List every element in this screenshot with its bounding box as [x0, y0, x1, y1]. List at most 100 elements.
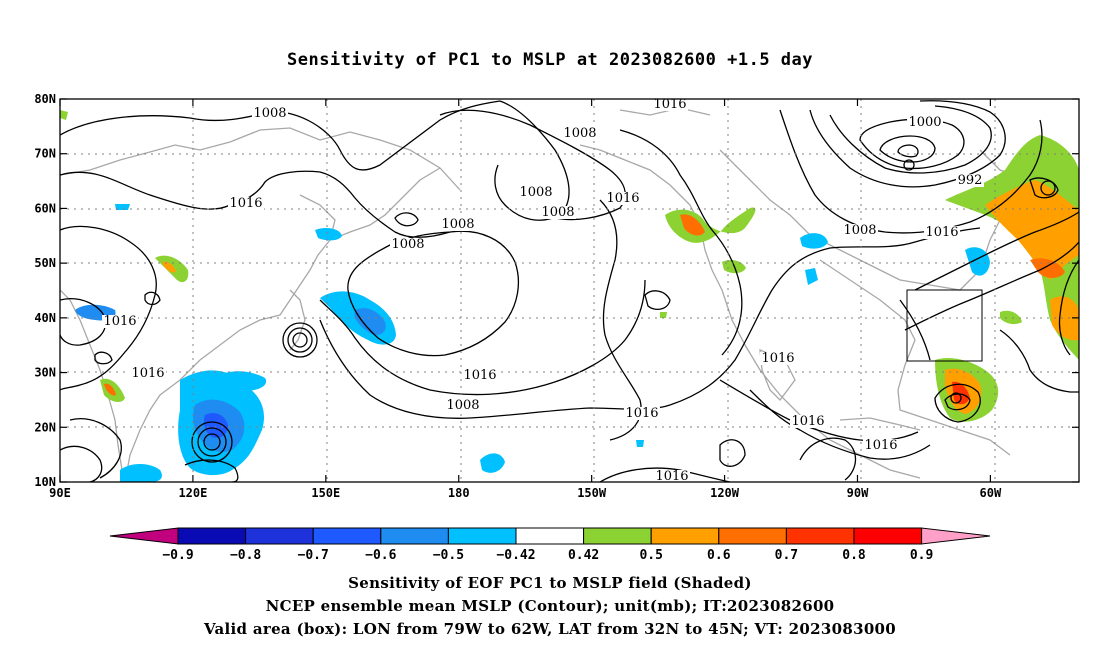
lon-label: 150E	[311, 486, 340, 500]
colorbar: −0.9 −0.8 −0.7 −0.6 −0.5 −0.42 0.42 0.5 0.6 0.7 0.…	[109, 527, 991, 563]
sensitivity-shading	[60, 110, 1079, 482]
contour-label: 1016	[655, 469, 688, 484]
contour-label: 1016	[791, 414, 824, 429]
contour-label-bg	[907, 116, 943, 129]
colorbar-label: 0.8	[842, 548, 866, 563]
colorbar-swatch	[515, 527, 585, 545]
contour-label-bg	[654, 470, 690, 482]
contour-label: 1016	[103, 314, 136, 329]
colorbar-swatch	[447, 527, 517, 545]
contour-label-bg	[562, 127, 598, 140]
colorbar-right-triangle	[921, 527, 991, 545]
colorbar-swatch	[853, 527, 923, 545]
colorbar-label: −0.9	[162, 548, 193, 563]
contour-label-bg	[652, 99, 688, 111]
colorbar-label: 0.6	[707, 548, 731, 563]
contour-label-bg	[540, 206, 576, 219]
colorbar-label: 0.42	[568, 548, 599, 563]
colorbar-left-triangle	[109, 527, 179, 545]
contour-label: 1008	[441, 217, 474, 232]
lat-label: 10N	[34, 475, 56, 489]
contour-label-bg	[924, 226, 960, 239]
colorbar-label: −0.5	[433, 548, 464, 563]
lat-label: 70N	[34, 147, 56, 161]
colorbar-swatch	[583, 527, 652, 545]
contour-label: 992	[958, 173, 983, 188]
mslp-contours	[60, 100, 1079, 482]
lat-label: 50N	[34, 256, 56, 270]
contour-label-bg	[228, 197, 264, 210]
chart-title: Sensitivity of PC1 to MSLP at 2023082600…	[286, 50, 813, 70]
contour-label: 1016	[131, 366, 164, 381]
lat-label: 80N	[34, 92, 56, 106]
contour-label-bg	[842, 224, 878, 237]
contour-label: 1016	[653, 97, 686, 112]
contour-label: 1000	[908, 115, 941, 130]
colorbar-label: −0.7	[298, 548, 329, 563]
caption-shaded: Sensitivity of EOF PC1 to MSLP field (Sh…	[348, 574, 752, 592]
contour-label: 1016	[864, 438, 897, 453]
lon-label: 150W	[577, 486, 607, 500]
contour-label: 1016	[761, 351, 794, 366]
colorbar-swatch	[718, 527, 787, 545]
coastlines	[60, 107, 1071, 482]
contour-label: 1016	[463, 368, 496, 383]
contour-label: 1008	[843, 223, 876, 238]
contour-label-bg	[956, 174, 984, 187]
lon-label: 180	[448, 486, 470, 500]
contour-label-bg	[790, 415, 826, 428]
contour-label: 1016	[606, 191, 639, 206]
caption-contour: NCEP ensemble mean MSLP (Contour); unit(…	[265, 597, 835, 615]
colorbar-label: 0.9	[910, 548, 933, 563]
map-gridlines	[60, 99, 1079, 482]
colorbar-swatch	[312, 527, 382, 545]
contour-label-bg	[518, 186, 554, 199]
contour-label: 1008	[253, 106, 286, 121]
contour-labels: 1008 1016 1016 1008 1016 1008 1008 1016 1016 1016…	[102, 97, 984, 484]
contour-label: 1016	[625, 406, 658, 421]
lon-label: 120W	[710, 486, 740, 500]
contour-label-bg	[102, 315, 138, 328]
contour-label-bg	[390, 238, 426, 251]
contour-label-bg	[252, 107, 288, 120]
colorbar-label: −0.6	[365, 548, 396, 563]
lat-label: 30N	[34, 366, 56, 380]
colorbar-label: 0.5	[639, 548, 662, 563]
map-frame	[59, 98, 1080, 483]
lon-label: 90E	[49, 486, 71, 500]
contour-label-bg	[440, 218, 476, 231]
contour-label: 1016	[925, 225, 958, 240]
colorbar-swatch	[380, 527, 449, 545]
contour-label: 1008	[541, 205, 574, 220]
lon-label: 90W	[847, 486, 869, 500]
contour-label-bg	[605, 192, 641, 205]
colorbar-label: 0.7	[775, 548, 798, 563]
contour-label-bg	[445, 399, 481, 412]
caption-valid-area: Valid area (box): LON from 79W to 62W, L…	[203, 620, 897, 638]
contour-label-bg	[863, 439, 899, 452]
lat-label: 20N	[34, 420, 56, 434]
colorbar-label: −0.42	[496, 548, 535, 563]
colorbar-swatch	[650, 527, 720, 545]
contour-label-bg	[624, 407, 660, 420]
contour-label-bg	[130, 367, 166, 380]
lon-label: 60W	[980, 486, 1002, 500]
contour-label-bg	[462, 369, 498, 382]
colorbar-swatch	[245, 527, 314, 545]
contour-label: 1008	[446, 398, 479, 413]
map-axes: 90E 120E 150E 180 150W 120W 90W 60W 80N 70N 60N 50N…	[34, 92, 1079, 500]
contour-label: 1008	[563, 126, 596, 141]
valid-area-box	[906, 289, 983, 362]
colorbar-swatch	[785, 527, 855, 545]
lat-label: 60N	[34, 201, 56, 215]
contour-label: 1008	[391, 237, 424, 252]
lat-label: 40N	[34, 311, 56, 325]
contour-label-bg	[760, 352, 796, 365]
lon-label: 120E	[178, 486, 207, 500]
contour-label: 1016	[229, 196, 262, 211]
colorbar-swatch	[177, 527, 247, 545]
map-plot-area: 1008 1016 1016 1008 1016 1008 1008 1016 1016 1016…	[60, 97, 1079, 484]
colorbar-label: −0.8	[230, 548, 261, 563]
contour-label: 1008	[519, 185, 552, 200]
